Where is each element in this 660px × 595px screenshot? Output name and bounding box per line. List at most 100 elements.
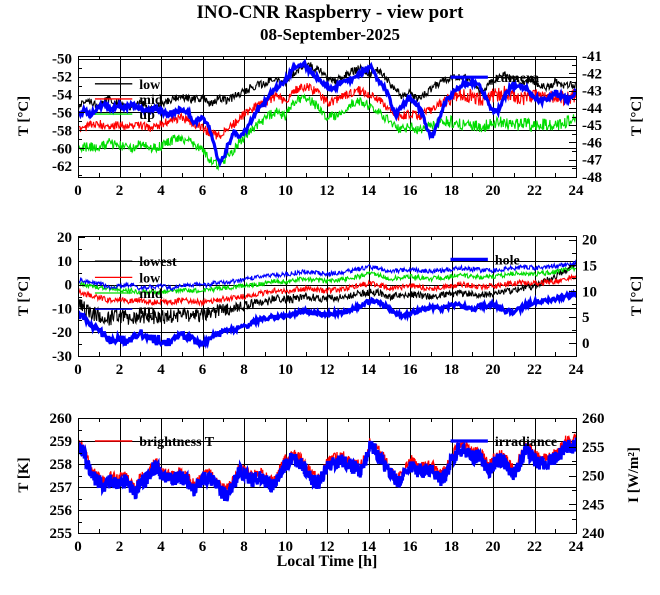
tick-label: 22 xyxy=(527,183,542,199)
x-axis-label: Local Time [h] xyxy=(276,553,378,570)
tick-label: -30 xyxy=(52,349,72,365)
axis-label-top-right: T [°C] xyxy=(629,95,645,137)
tick-label: -20 xyxy=(52,325,72,341)
tick-label: 16 xyxy=(403,183,419,199)
tick-label: -44 xyxy=(582,101,602,117)
legend-label: brightness T xyxy=(139,435,214,450)
legend-label: low xyxy=(139,78,161,93)
tick-label: -50 xyxy=(52,52,72,68)
axis-label-mid-right: T [°C] xyxy=(629,275,645,317)
tick-label: 0 xyxy=(74,183,82,199)
tick-label: 16 xyxy=(403,362,419,378)
tick-label: -41 xyxy=(582,49,602,65)
tick-label: 257 xyxy=(50,480,73,496)
tick-label: 260 xyxy=(582,411,605,427)
tick-label: 10 xyxy=(582,284,597,300)
tick-label: 14 xyxy=(361,183,377,199)
tick-label: 0 xyxy=(74,539,82,555)
tick-label: 2 xyxy=(116,362,124,378)
axis-label-bottom-right: I [W/m²] xyxy=(626,447,642,503)
tick-label: -62 xyxy=(52,159,72,175)
axis-label-bottom-left: T [K] xyxy=(16,457,32,493)
tick-label: 10 xyxy=(278,183,293,199)
legend-label: camera xyxy=(495,71,539,86)
legend-label: hole xyxy=(495,253,520,268)
tick-label: 10 xyxy=(278,539,293,555)
tick-label: 8 xyxy=(240,362,248,378)
tick-label: 15 xyxy=(582,258,597,274)
tick-label: 12 xyxy=(320,362,335,378)
tick-label: 8 xyxy=(240,183,248,199)
tick-label: 4 xyxy=(157,362,165,378)
grid xyxy=(78,418,576,533)
legend-label: lowest xyxy=(139,255,177,270)
series-up xyxy=(78,259,576,292)
tick-label: 0 xyxy=(74,362,82,378)
axis-ticks xyxy=(77,55,578,179)
tick-label: 260 xyxy=(50,411,73,427)
tick-label: -46 xyxy=(582,135,602,151)
series-low xyxy=(78,62,576,113)
tick-label: 22 xyxy=(527,362,542,378)
tick-label: 20 xyxy=(57,230,72,246)
tick-label: 240 xyxy=(582,526,605,542)
tick-label: 10 xyxy=(278,362,293,378)
series-low xyxy=(78,273,576,308)
tick-label: 12 xyxy=(320,183,335,199)
tick-label: 14 xyxy=(361,362,377,378)
tick-label: 4 xyxy=(157,183,165,199)
tick-label: 12 xyxy=(320,539,335,555)
series-lowest xyxy=(78,260,576,326)
tick-label: -48 xyxy=(582,170,602,186)
legend-label: mid xyxy=(139,287,163,302)
legend-label: low xyxy=(139,271,161,286)
series-camera xyxy=(78,58,576,168)
tick-label: 24 xyxy=(569,362,585,378)
series-irradiance xyxy=(78,437,576,502)
axis-label-mid-left: T [°C] xyxy=(16,275,32,317)
chart-viewport-temperatures: 0 2 4 6 8 10 12 14 16 18 20 22 24-50-52-54-56-58-60-… xyxy=(52,49,602,199)
tick-label: 2 xyxy=(116,539,124,555)
series-up xyxy=(78,93,576,172)
tick-label: -45 xyxy=(582,118,602,134)
tick-label: -60 xyxy=(52,141,72,157)
chart-air-temperatures: 0 2 4 6 8 10 12 14 16 18 20 22 2420100-10-20-3020151… xyxy=(52,230,597,378)
tick-label: 6 xyxy=(199,362,207,378)
tick-label: 20 xyxy=(486,539,501,555)
tick-label: 20 xyxy=(582,233,597,249)
tick-label: 20 xyxy=(486,362,501,378)
axis-ticks xyxy=(77,236,578,358)
tick-label: 255 xyxy=(582,440,605,456)
tick-label: 0 xyxy=(65,278,73,294)
legend-label: mid xyxy=(139,93,163,108)
page-title: INO-CNR Raspberry - view port xyxy=(196,2,464,23)
axis-ticks xyxy=(77,417,578,535)
tick-label: 20 xyxy=(486,183,501,199)
axis-label-top-left: T [°C] xyxy=(16,95,32,137)
tick-label: -56 xyxy=(52,105,72,121)
series-mid xyxy=(78,266,576,296)
tick-label: 245 xyxy=(582,497,605,513)
tick-label: -10 xyxy=(52,301,72,317)
tick-label: 14 xyxy=(361,539,377,555)
legend-label: up xyxy=(139,303,155,318)
tick-label: 22 xyxy=(527,539,542,555)
tick-label: 24 xyxy=(569,183,585,199)
tick-label: 16 xyxy=(403,539,419,555)
chart-brightness-irradiance: 0 2 4 6 8 10 12 14 16 18 20 22 242602592582572562552… xyxy=(50,411,605,555)
tick-label: 250 xyxy=(582,469,605,485)
series-mid xyxy=(78,83,576,140)
tick-label: 6 xyxy=(199,539,207,555)
tick-label: 18 xyxy=(444,362,459,378)
tick-label: -52 xyxy=(52,70,72,86)
tick-label: 10 xyxy=(57,254,72,270)
tick-label: -54 xyxy=(52,88,72,104)
tick-label: -43 xyxy=(582,84,602,100)
tick-label: 0 xyxy=(582,336,590,352)
tick-label: -47 xyxy=(582,153,602,169)
tick-label: -58 xyxy=(52,123,72,139)
tick-label: 18 xyxy=(444,539,459,555)
page-date: 08-September-2025 xyxy=(259,25,401,44)
